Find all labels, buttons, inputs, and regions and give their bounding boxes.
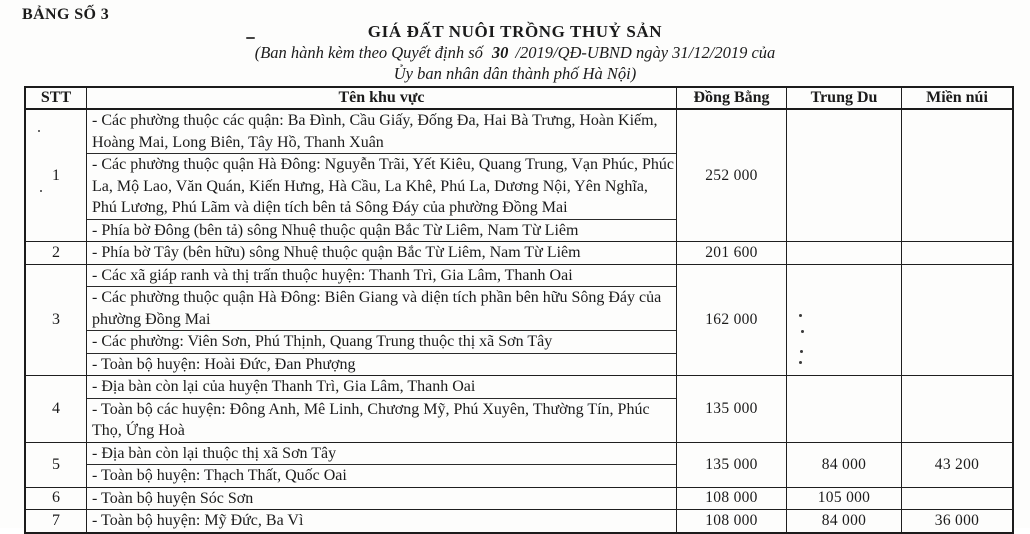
stt-value: 4 (26, 376, 87, 442)
column-header-stt: STT (26, 88, 87, 108)
price-trung-du: 84 000 (787, 442, 902, 487)
region-item: - Phía bờ Đông (bên tả) sông Nhuệ thuộc … (87, 218, 676, 242)
price-dong-bang: 162 000 (677, 264, 787, 375)
price-mien-nui (902, 265, 1012, 376)
region-list-cell: - Toàn bộ huyện: Mỹ Đức, Ba Vì (87, 510, 677, 532)
region-item: - Địa bàn còn lại của huyện Thanh Trì, G… (92, 378, 476, 395)
price-mien-nui: 36 000 (934, 511, 980, 529)
handwritten-decision-number: 30 (491, 43, 509, 62)
stt-value: 6 (26, 487, 87, 509)
region-item: - Các phường thuộc quận Hà Đông: Nguyễn … (87, 153, 676, 219)
scan-artifact (40, 190, 42, 192)
stt-value: 2 (26, 242, 87, 264)
subtitle-text-post: /2019/QĐ-UBND ngày 31/12/2019 của (515, 43, 776, 62)
price-dong-bang: 135 000 (677, 376, 787, 442)
column-header-region: Tên khu vực (87, 88, 677, 108)
stt-value: 7 (26, 510, 87, 532)
document-subtitle-line2: Ủy ban nhân dân thành phố Hà Nội) (393, 64, 637, 83)
column-header-mien-nui: Miền núi (926, 89, 988, 106)
scan-artifact (246, 37, 255, 39)
price-mien-nui (902, 376, 1012, 442)
table-row: 1 - Các phường thuộc các quận: Ba Đình, … (26, 110, 1012, 242)
price-table: STT Tên khu vực Đồng Bằng Trung Du Miền … (24, 86, 1014, 534)
scan-artifact (799, 314, 802, 317)
region-item: - Toàn bộ huyện: Mỹ Đức, Ba Vì (92, 512, 304, 529)
region-item: - Địa bàn còn lại thuộc thị xã Sơn Tây (92, 444, 337, 462)
region-item: - Toàn bộ huyện Sóc Sơn (92, 489, 254, 507)
price-dong-bang: 252 000 (677, 110, 787, 241)
price-trung-du (787, 242, 902, 264)
price-mien-nui: 43 200 (934, 455, 980, 473)
price-trung-du: 105 000 (787, 487, 902, 509)
price-dong-bang: 201 600 (677, 242, 787, 264)
region-item: - Các phường: Viên Sơn, Phú Thịnh, Quang… (87, 330, 676, 353)
table-row: 4 - Địa bàn còn lại của huyện Thanh Trì,… (26, 376, 1012, 443)
stt-value: 5 (26, 442, 87, 487)
table-row: 2 - Phía bờ Tây (bên hữu) sông Nhuệ thuộ… (26, 242, 1012, 265)
region-item: - Toàn bộ các huyện: Đông Anh, Mê Linh, … (87, 397, 676, 442)
region-list-cell: - Địa bàn còn lại thuộc thị xã Sơn Tây -… (87, 442, 677, 487)
price-dong-bang: 108 000 (677, 510, 787, 532)
table-row: 5 - Địa bàn còn lại thuộc thị xã Sơn Tây… (26, 442, 1012, 488)
table-row: 6 - Toàn bộ huyện Sóc Sơn 108 000 105 00… (26, 487, 1012, 510)
region-list-cell: - Phía bờ Tây (bên hữu) sông Nhuệ thuộc … (87, 242, 677, 264)
stt-value: 1 (26, 110, 87, 241)
scan-artifact (800, 350, 803, 353)
price-mien-nui (902, 110, 1012, 241)
price-trung-du (787, 110, 902, 241)
table-header-row: STT Tên khu vực Đồng Bằng Trung Du Miền … (26, 88, 1012, 110)
price-trung-du (787, 264, 902, 375)
table-row: 7 - Toàn bộ huyện: Mỹ Đức, Ba Vì 108 000… (26, 510, 1012, 532)
scan-artifact (801, 330, 804, 333)
document-subtitle-line1: (Ban hành kèm theo Quyết định số 30/2019/… (0, 43, 1030, 63)
region-item: - Toàn bộ huyện: Thạch Thất, Quốc Oai (87, 464, 676, 487)
region-item: - Toàn bộ huyện: Hoài Đức, Đan Phượng (87, 352, 676, 376)
price-dong-bang: 108 000 (677, 487, 787, 509)
price-trung-du: 84 000 (787, 510, 902, 532)
region-item: - Các xã giáp ranh và thị trấn thuộc huy… (92, 266, 573, 284)
column-header-trung-du: Trung Du (787, 88, 902, 108)
price-mien-nui (902, 488, 1012, 510)
region-list-cell: - Các xã giáp ranh và thị trấn thuộc huy… (87, 264, 677, 376)
subtitle-text-pre: (Ban hành kèm theo Quyết định số (254, 43, 483, 62)
document-title: GIÁ ĐẤT NUÔI TRỒNG THUỶ SẢN (367, 22, 663, 41)
scan-artifact (799, 361, 802, 364)
region-list-cell: - Toàn bộ huyện Sóc Sơn (87, 487, 677, 509)
price-dong-bang: 135 000 (677, 442, 787, 487)
region-list-cell: - Các phường thuộc các quận: Ba Đình, Cầ… (87, 110, 677, 241)
region-item: - Các phường thuộc quận Hà Đông: Biên Gi… (87, 286, 676, 330)
price-mien-nui (902, 242, 1012, 264)
price-trung-du (787, 376, 902, 442)
table-number-label: BẢNG SỐ 3 (22, 6, 110, 23)
region-item: - Phía bờ Tây (bên hữu) sông Nhuệ thuộc … (92, 244, 581, 261)
region-item: - Các phường thuộc các quận: Ba Đình, Cầ… (92, 112, 658, 151)
scan-artifact (38, 130, 40, 132)
region-list-cell: - Địa bàn còn lại của huyện Thanh Trì, G… (87, 376, 677, 442)
table-row: 3 - Các xã giáp ranh và thị trấn thuộc h… (26, 264, 1012, 376)
stt-value: 3 (26, 264, 87, 375)
column-header-dong-bang: Đồng Bằng (677, 88, 787, 108)
